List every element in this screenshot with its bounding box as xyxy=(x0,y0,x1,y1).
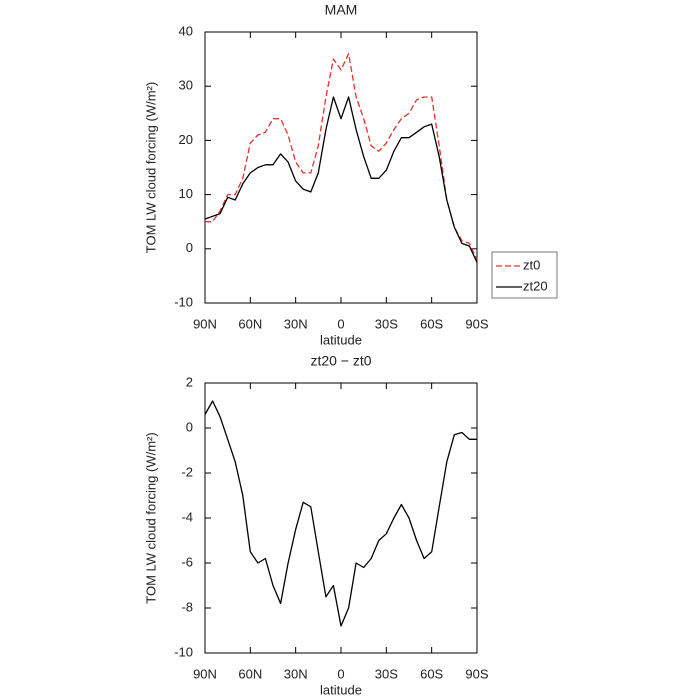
x-tick-label: 30N xyxy=(284,316,308,331)
x-tick-label: 90N xyxy=(193,316,217,331)
x-tick-label: 30S xyxy=(375,666,398,681)
y-tick-label: -8 xyxy=(181,599,193,614)
x-tick-label: 0 xyxy=(337,666,344,681)
x-tick-label: 30S xyxy=(375,316,398,331)
x-tick-label: 60N xyxy=(238,666,262,681)
x-tick-label: 0 xyxy=(337,316,344,331)
data-line xyxy=(204,400,477,627)
y-tick-label: 0 xyxy=(186,419,193,434)
chart-title: MAM xyxy=(325,2,358,18)
x-tick-label: 60N xyxy=(238,316,262,331)
y-tick-label: -10 xyxy=(174,644,193,659)
x-axis-label: latitude xyxy=(320,682,362,697)
y-axis-label: TOM LW cloud forcing (W/m²) xyxy=(143,432,158,603)
y-tick-label: 20 xyxy=(179,132,193,147)
y-tick-label: 10 xyxy=(179,186,193,201)
y-tick-label: 0 xyxy=(186,240,193,255)
y-tick-label: -10 xyxy=(174,294,193,309)
x-tick-label: 90N xyxy=(193,666,217,681)
y-tick-label: -2 xyxy=(181,464,193,479)
y-tick-label: -6 xyxy=(181,554,193,569)
legend-label: zt0 xyxy=(523,257,540,272)
x-axis-label: latitude xyxy=(320,332,362,347)
y-axis-label: TOM LW cloud forcing (W/m²) xyxy=(143,82,158,253)
x-tick-label: 90S xyxy=(465,666,488,681)
legend-label: zt20 xyxy=(523,278,548,293)
x-tick-label: 60S xyxy=(420,666,443,681)
x-tick-label: 60S xyxy=(420,316,443,331)
data-line xyxy=(205,53,478,260)
y-tick-label: 40 xyxy=(179,23,193,38)
legend-box xyxy=(491,251,558,299)
x-tick-label: 30N xyxy=(284,666,308,681)
chart-title: zt20 − zt0 xyxy=(310,353,371,369)
data-line xyxy=(204,96,478,263)
plot-frame xyxy=(204,31,478,304)
x-tick-label: 90S xyxy=(465,316,488,331)
y-tick-label: -4 xyxy=(181,509,193,524)
y-tick-label: 2 xyxy=(186,374,193,389)
y-tick-label: 30 xyxy=(179,78,193,93)
